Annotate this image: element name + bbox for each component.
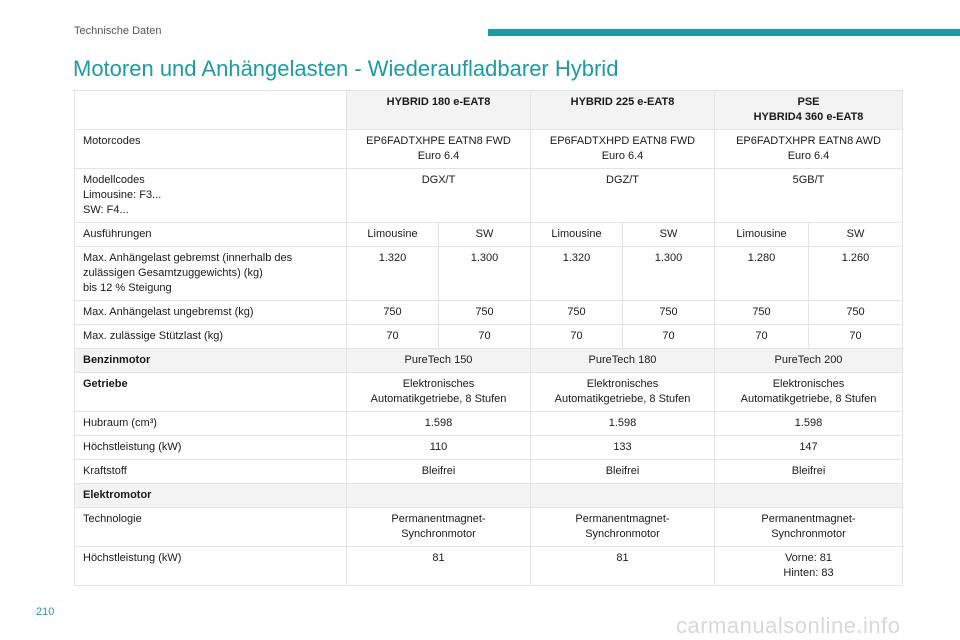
row-label: Getriebe — [74, 372, 347, 412]
table-cell: EP6FADTXHPD EATN8 FWD Euro 6.4 — [530, 129, 715, 169]
row-label: Max. zulässige Stützlast (kg) — [74, 324, 347, 349]
table-cell: 1.300 — [438, 246, 531, 301]
table-cell: 81 — [530, 546, 715, 586]
section-header: Technische Daten — [74, 25, 162, 37]
table-cell: Elektronisches Automatikgetriebe, 8 Stuf… — [714, 372, 903, 412]
table-cell: Bleifrei — [530, 459, 715, 484]
table-row: Max. zulässige Stützlast (kg) 70 70 70 7… — [74, 324, 903, 349]
table-cell: 750 — [530, 300, 623, 325]
table-cell: 1.598 — [530, 411, 715, 436]
table-row: Modellcodes Limousine: F3... SW: F4... D… — [74, 168, 903, 223]
table-cell: 147 — [714, 435, 903, 460]
row-label: Max. Anhängelast ungebremst (kg) — [74, 300, 347, 325]
table-row: Höchstleistung (kW) 110 133 147 — [74, 435, 903, 460]
table-cell: 1.320 — [346, 246, 439, 301]
table-cell: 5GB/T — [714, 168, 903, 223]
table-cell: SW — [622, 222, 715, 247]
row-label: Ausführungen — [74, 222, 347, 247]
header-accent-bar — [488, 29, 960, 36]
row-label: Elektromotor — [74, 483, 347, 508]
column-header: HYBRID 225 e-EAT8 — [530, 90, 715, 130]
table-cell: PureTech 150 — [346, 348, 531, 373]
table-cell: Bleifrei — [714, 459, 903, 484]
table-cell: Elektronisches Automatikgetriebe, 8 Stuf… — [530, 372, 715, 412]
row-label: Hubraum (cm³) — [74, 411, 347, 436]
row-label: Benzinmotor — [74, 348, 347, 373]
table-cell: 1.598 — [714, 411, 903, 436]
table-cell: 1.280 — [714, 246, 809, 301]
table-cell: 70 — [438, 324, 531, 349]
table-cell: 1.260 — [808, 246, 903, 301]
table-cell: PureTech 200 — [714, 348, 903, 373]
row-label: Motorcodes — [74, 129, 347, 169]
table-cell: SW — [808, 222, 903, 247]
table-cell: Permanentmagnet- Synchronmotor — [346, 507, 531, 547]
table-cell — [530, 483, 715, 508]
table-cell: 750 — [346, 300, 439, 325]
table-cell: 750 — [438, 300, 531, 325]
table-cell: 750 — [622, 300, 715, 325]
table-cell: Permanentmagnet- Synchronmotor — [714, 507, 903, 547]
header-empty-cell — [74, 90, 347, 130]
row-label: Technologie — [74, 507, 347, 547]
column-header: HYBRID 180 e-EAT8 — [346, 90, 531, 130]
table-cell: 1.300 — [622, 246, 715, 301]
row-label: Kraftstoff — [74, 459, 347, 484]
table-cell: SW — [438, 222, 531, 247]
table-cell: 133 — [530, 435, 715, 460]
page-number: 210 — [36, 606, 55, 618]
table-row: Max. Anhängelast gebremst (innerhalb des… — [74, 246, 903, 301]
table-header-row: HYBRID 180 e-EAT8 HYBRID 225 e-EAT8 PSE … — [74, 90, 903, 130]
table-cell: Permanentmagnet- Synchronmotor — [530, 507, 715, 547]
section-row-elektromotor: Elektromotor — [74, 483, 903, 508]
table-cell: 1.598 — [346, 411, 531, 436]
table-cell — [346, 483, 531, 508]
table-cell: Elektronisches Automatikgetriebe, 8 Stuf… — [346, 372, 531, 412]
table-row: Motorcodes EP6FADTXHPE EATN8 FWD Euro 6.… — [74, 129, 903, 169]
column-header: PSE HYBRID4 360 e-EAT8 — [714, 90, 903, 130]
table-cell: 70 — [808, 324, 903, 349]
table-cell: DGZ/T — [530, 168, 715, 223]
table-row: Technologie Permanentmagnet- Synchronmot… — [74, 507, 903, 547]
row-label: Höchstleistung (kW) — [74, 435, 347, 460]
table-row: Kraftstoff Bleifrei Bleifrei Bleifrei — [74, 459, 903, 484]
table-cell — [714, 483, 903, 508]
table-cell: Bleifrei — [346, 459, 531, 484]
row-label: Modellcodes Limousine: F3... SW: F4... — [74, 168, 347, 223]
table-cell: 750 — [714, 300, 809, 325]
table-cell: 70 — [346, 324, 439, 349]
table-cell: 70 — [622, 324, 715, 349]
table-row: Getriebe Elektronisches Automatikgetrieb… — [74, 372, 903, 412]
section-row-benzinmotor: Benzinmotor PureTech 150 PureTech 180 Pu… — [74, 348, 903, 373]
table-cell: EP6FADTXHPE EATN8 FWD Euro 6.4 — [346, 129, 531, 169]
table-row: Höchstleistung (kW) 81 81 Vorne: 81 Hint… — [74, 546, 903, 586]
table-cell: DGX/T — [346, 168, 531, 223]
watermark: carmanualsonline.info — [676, 613, 901, 638]
table-cell: 70 — [714, 324, 809, 349]
table-cell: 1.320 — [530, 246, 623, 301]
table-row: Hubraum (cm³) 1.598 1.598 1.598 — [74, 411, 903, 436]
row-label: Höchstleistung (kW) — [74, 546, 347, 586]
table-cell: Limousine — [346, 222, 439, 247]
specs-table: HYBRID 180 e-EAT8 HYBRID 225 e-EAT8 PSE … — [74, 90, 903, 586]
table-row: Ausführungen Limousine SW Limousine SW L… — [74, 222, 903, 247]
table-cell: 750 — [808, 300, 903, 325]
page-title: Motoren und Anhängelasten - Wiederauflad… — [73, 56, 619, 81]
table-cell: 81 — [346, 546, 531, 586]
table-cell: 70 — [530, 324, 623, 349]
table-cell: PureTech 180 — [530, 348, 715, 373]
row-label: Max. Anhängelast gebremst (innerhalb des… — [74, 246, 347, 301]
table-cell: Vorne: 81 Hinten: 83 — [714, 546, 903, 586]
table-cell: Limousine — [714, 222, 809, 247]
table-cell: Limousine — [530, 222, 623, 247]
table-cell: EP6FADTXHPR EATN8 AWD Euro 6.4 — [714, 129, 903, 169]
table-row: Max. Anhängelast ungebremst (kg) 750 750… — [74, 300, 903, 325]
table-cell: 110 — [346, 435, 531, 460]
